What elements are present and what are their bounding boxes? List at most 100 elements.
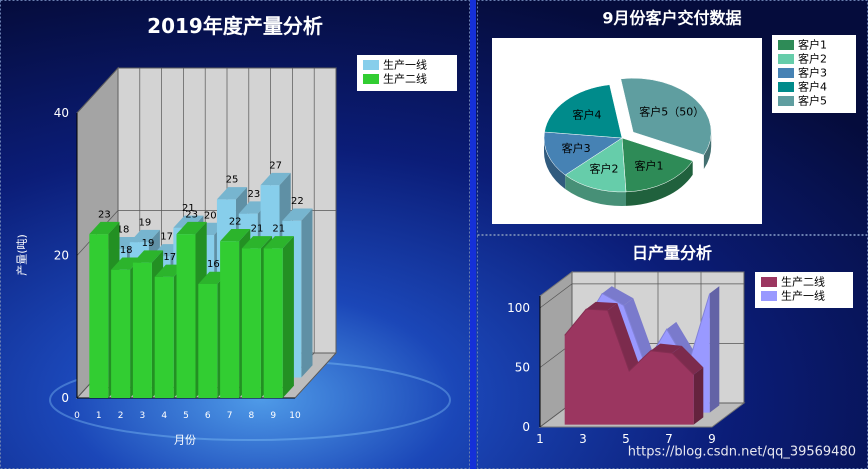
- x-tick-label: 9: [270, 411, 276, 421]
- legend-label: 生产二线: [781, 275, 825, 289]
- left-panel: [0, 0, 470, 469]
- bar: [263, 248, 283, 398]
- area-top: [586, 301, 618, 311]
- bar-top: [89, 221, 120, 235]
- legend-swatch: [761, 291, 777, 301]
- data-label: 21: [272, 224, 285, 235]
- legend-label: 生产一线: [383, 58, 427, 72]
- bar-top: [241, 236, 273, 249]
- area-top: [650, 343, 682, 354]
- bar: [220, 241, 240, 398]
- bar: [111, 269, 131, 398]
- bar: [132, 262, 152, 398]
- y-tick-label: 20: [54, 249, 69, 263]
- bar-side: [282, 236, 294, 398]
- slice-label: 客户4: [572, 107, 601, 121]
- bar: [89, 234, 109, 398]
- chart-title: 2019年度产量分析: [147, 14, 323, 38]
- x-tick-label: 7: [227, 411, 233, 421]
- slice: [564, 137, 627, 193]
- data-label: 23: [185, 209, 198, 220]
- legend-swatch: [778, 40, 794, 50]
- x-tick-label: 4: [161, 411, 167, 421]
- x-tick-label: 3: [140, 411, 146, 421]
- legend-label: 客户3: [798, 66, 827, 80]
- y-tick-label: 50: [515, 360, 530, 374]
- y-tick-label: 0: [61, 391, 69, 405]
- x-tick-label: 5: [183, 411, 189, 421]
- slice: [543, 131, 623, 176]
- legend-swatch: [778, 68, 794, 78]
- data-label: 18: [117, 225, 130, 236]
- legend-label: 生产二线: [383, 72, 427, 86]
- bar-side: [301, 208, 313, 378]
- slice-side: [544, 138, 566, 189]
- grid-line: [76, 67, 336, 114]
- data-label: 18: [120, 245, 133, 256]
- bar: [176, 234, 196, 398]
- chart-title: 日产量分析: [632, 244, 712, 263]
- area-edge: [564, 308, 695, 375]
- x-tick-label: 5: [622, 432, 630, 446]
- x-tick-label: 10: [289, 411, 301, 421]
- data-label: 19: [142, 238, 155, 249]
- bar-top: [260, 172, 291, 186]
- area-top: [602, 286, 634, 306]
- bar-top: [129, 229, 160, 243]
- x-tick-label: 3: [579, 432, 587, 446]
- x-tick-label: 0: [74, 411, 80, 421]
- bar-top: [132, 250, 164, 263]
- bar-top: [263, 236, 294, 249]
- data-label: 22: [229, 216, 242, 227]
- area-top: [607, 303, 639, 371]
- area-side: [693, 367, 704, 425]
- data-label: 16: [207, 259, 220, 270]
- bar: [198, 284, 218, 398]
- data-label: 23: [98, 209, 111, 220]
- y-tick-label: 40: [54, 106, 69, 120]
- area-top: [623, 298, 655, 365]
- chart-title: 9月份客户交付数据: [602, 9, 741, 28]
- bar-top: [282, 208, 313, 221]
- legend-label: 客户4: [798, 80, 827, 94]
- x-tick-label: 6: [205, 411, 211, 421]
- bar: [241, 248, 261, 398]
- area-side: [709, 286, 720, 413]
- slice: [621, 137, 694, 193]
- slice-label: 客户1: [635, 158, 664, 172]
- bar-top: [111, 257, 142, 270]
- x-axis-label: 月份: [174, 434, 196, 447]
- x-tick-label: 1: [96, 411, 102, 421]
- x-tick-label: 9: [708, 432, 716, 446]
- bar: [154, 276, 174, 398]
- slice-label: 客户3: [562, 141, 591, 155]
- bar-top: [173, 215, 204, 228]
- x-tick-label: 1: [536, 432, 544, 446]
- legend-label: 生产一线: [781, 289, 825, 303]
- legend-swatch: [778, 54, 794, 64]
- y-axis-label: 产量(吨): [15, 234, 29, 276]
- data-label: 21: [182, 203, 195, 214]
- watermark: https://blog.csdn.net/qq_39569480: [628, 445, 856, 460]
- x-tick-label: 2: [118, 411, 124, 421]
- area-top: [672, 345, 704, 375]
- slice: [544, 84, 623, 139]
- x-tick-label: 8: [249, 411, 255, 421]
- y-tick-label: 100: [507, 301, 530, 315]
- slice-label: 客户5（50）: [639, 104, 704, 118]
- slice-side: [565, 175, 626, 206]
- legend-swatch: [363, 74, 379, 84]
- data-label: 27: [269, 160, 282, 171]
- legend-swatch: [778, 82, 794, 92]
- data-label: 23: [247, 189, 260, 200]
- data-label: 17: [160, 232, 173, 243]
- y-tick-label: 0: [522, 420, 530, 434]
- divider: [470, 0, 476, 469]
- data-label: 22: [291, 196, 304, 207]
- bar-top: [216, 187, 248, 200]
- slice-side: [625, 160, 693, 206]
- legend-label: 客户2: [798, 52, 827, 66]
- data-label: 21: [251, 224, 264, 235]
- legend-label: 客户1: [798, 38, 827, 52]
